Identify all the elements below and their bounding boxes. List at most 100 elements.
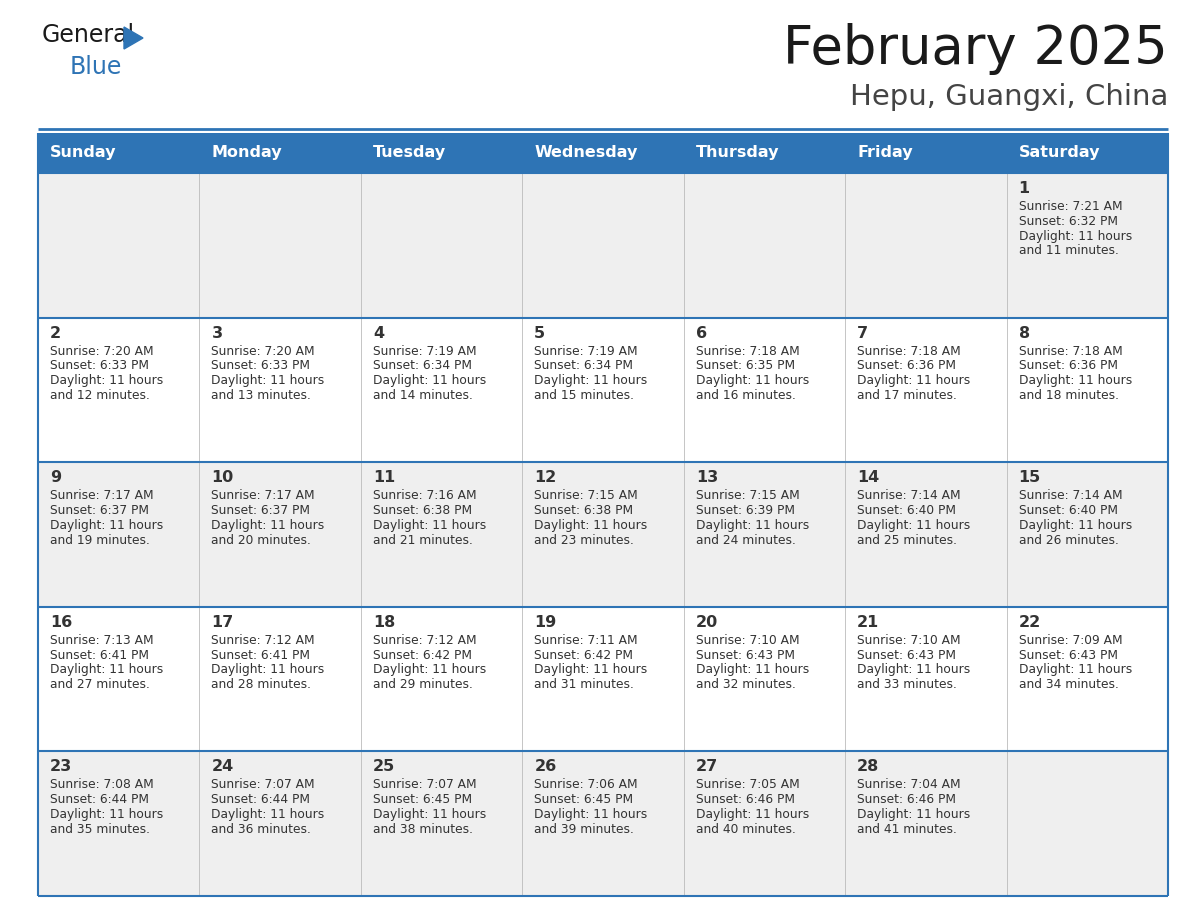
Text: 6: 6 — [696, 326, 707, 341]
Text: Sunrise: 7:07 AM: Sunrise: 7:07 AM — [211, 778, 315, 791]
Text: Daylight: 11 hours: Daylight: 11 hours — [373, 375, 486, 387]
Polygon shape — [124, 27, 143, 49]
Text: Sunset: 6:41 PM: Sunset: 6:41 PM — [211, 649, 310, 662]
Text: and 18 minutes.: and 18 minutes. — [1018, 389, 1119, 402]
Text: Sunset: 6:44 PM: Sunset: 6:44 PM — [211, 793, 310, 806]
Text: 22: 22 — [1018, 615, 1041, 630]
Bar — [38, 462, 1168, 607]
Text: Sunset: 6:46 PM: Sunset: 6:46 PM — [696, 793, 795, 806]
Text: 14: 14 — [858, 470, 879, 486]
Text: 1: 1 — [1018, 181, 1030, 196]
Text: 18: 18 — [373, 615, 396, 630]
Text: Daylight: 11 hours: Daylight: 11 hours — [50, 519, 163, 532]
Text: Sunset: 6:39 PM: Sunset: 6:39 PM — [696, 504, 795, 517]
Text: and 24 minutes.: and 24 minutes. — [696, 533, 796, 546]
Text: and 39 minutes.: and 39 minutes. — [535, 823, 634, 835]
Text: Daylight: 11 hours: Daylight: 11 hours — [858, 375, 971, 387]
Text: and 20 minutes.: and 20 minutes. — [211, 533, 311, 546]
Text: Sunrise: 7:07 AM: Sunrise: 7:07 AM — [373, 778, 476, 791]
Text: Daylight: 11 hours: Daylight: 11 hours — [535, 808, 647, 821]
Text: Daylight: 11 hours: Daylight: 11 hours — [1018, 230, 1132, 242]
Text: General: General — [42, 23, 135, 47]
Text: 27: 27 — [696, 759, 718, 775]
Text: Sunset: 6:33 PM: Sunset: 6:33 PM — [211, 360, 310, 373]
Text: 25: 25 — [373, 759, 396, 775]
Text: Wednesday: Wednesday — [535, 145, 638, 161]
Text: 9: 9 — [50, 470, 61, 486]
Text: Sunrise: 7:15 AM: Sunrise: 7:15 AM — [696, 489, 800, 502]
Text: and 12 minutes.: and 12 minutes. — [50, 389, 150, 402]
Text: Sunset: 6:40 PM: Sunset: 6:40 PM — [1018, 504, 1118, 517]
Text: Sunset: 6:43 PM: Sunset: 6:43 PM — [1018, 649, 1118, 662]
Text: Daylight: 11 hours: Daylight: 11 hours — [373, 519, 486, 532]
Text: and 17 minutes.: and 17 minutes. — [858, 389, 958, 402]
Text: Sunrise: 7:09 AM: Sunrise: 7:09 AM — [1018, 633, 1123, 647]
Text: Daylight: 11 hours: Daylight: 11 hours — [696, 375, 809, 387]
Text: and 19 minutes.: and 19 minutes. — [50, 533, 150, 546]
Text: Daylight: 11 hours: Daylight: 11 hours — [535, 664, 647, 677]
Text: Sunset: 6:40 PM: Sunset: 6:40 PM — [858, 504, 956, 517]
Bar — [38, 173, 1168, 318]
Text: Sunset: 6:43 PM: Sunset: 6:43 PM — [858, 649, 956, 662]
Text: Sunrise: 7:12 AM: Sunrise: 7:12 AM — [373, 633, 476, 647]
Text: Sunset: 6:38 PM: Sunset: 6:38 PM — [373, 504, 472, 517]
Text: and 38 minutes.: and 38 minutes. — [373, 823, 473, 835]
Text: Sunrise: 7:12 AM: Sunrise: 7:12 AM — [211, 633, 315, 647]
Text: and 25 minutes.: and 25 minutes. — [858, 533, 958, 546]
Text: Sunrise: 7:05 AM: Sunrise: 7:05 AM — [696, 778, 800, 791]
Text: Daylight: 11 hours: Daylight: 11 hours — [50, 375, 163, 387]
Text: Sunrise: 7:19 AM: Sunrise: 7:19 AM — [373, 344, 476, 358]
Bar — [200, 133, 361, 173]
Text: 11: 11 — [373, 470, 396, 486]
Text: Sunset: 6:36 PM: Sunset: 6:36 PM — [1018, 360, 1118, 373]
Text: Thursday: Thursday — [696, 145, 779, 161]
Text: Daylight: 11 hours: Daylight: 11 hours — [373, 808, 486, 821]
Text: Sunset: 6:35 PM: Sunset: 6:35 PM — [696, 360, 795, 373]
Text: Sunrise: 7:18 AM: Sunrise: 7:18 AM — [858, 344, 961, 358]
Text: Sunset: 6:37 PM: Sunset: 6:37 PM — [211, 504, 310, 517]
Text: 12: 12 — [535, 470, 556, 486]
Bar — [38, 607, 1168, 752]
Text: and 26 minutes.: and 26 minutes. — [1018, 533, 1118, 546]
Text: Daylight: 11 hours: Daylight: 11 hours — [211, 519, 324, 532]
Text: Sunrise: 7:21 AM: Sunrise: 7:21 AM — [1018, 200, 1123, 213]
Text: Daylight: 11 hours: Daylight: 11 hours — [535, 375, 647, 387]
Text: and 27 minutes.: and 27 minutes. — [50, 678, 150, 691]
Text: 3: 3 — [211, 326, 222, 341]
Text: Sunrise: 7:20 AM: Sunrise: 7:20 AM — [211, 344, 315, 358]
Text: Sunrise: 7:13 AM: Sunrise: 7:13 AM — [50, 633, 153, 647]
Text: Daylight: 11 hours: Daylight: 11 hours — [696, 664, 809, 677]
Text: and 41 minutes.: and 41 minutes. — [858, 823, 958, 835]
Text: Sunrise: 7:08 AM: Sunrise: 7:08 AM — [50, 778, 153, 791]
Text: Sunrise: 7:14 AM: Sunrise: 7:14 AM — [1018, 489, 1123, 502]
Text: Sunset: 6:38 PM: Sunset: 6:38 PM — [535, 504, 633, 517]
Text: Sunset: 6:46 PM: Sunset: 6:46 PM — [858, 793, 956, 806]
Text: and 13 minutes.: and 13 minutes. — [211, 389, 311, 402]
Text: Daylight: 11 hours: Daylight: 11 hours — [50, 808, 163, 821]
Text: Sunrise: 7:19 AM: Sunrise: 7:19 AM — [535, 344, 638, 358]
Text: 21: 21 — [858, 615, 879, 630]
Text: 15: 15 — [1018, 470, 1041, 486]
Text: and 40 minutes.: and 40 minutes. — [696, 823, 796, 835]
Bar — [361, 133, 523, 173]
Text: and 28 minutes.: and 28 minutes. — [211, 678, 311, 691]
Text: Sunset: 6:42 PM: Sunset: 6:42 PM — [535, 649, 633, 662]
Text: Sunrise: 7:18 AM: Sunrise: 7:18 AM — [1018, 344, 1123, 358]
Text: and 35 minutes.: and 35 minutes. — [50, 823, 150, 835]
Text: Tuesday: Tuesday — [373, 145, 446, 161]
Bar — [38, 752, 1168, 896]
Text: and 23 minutes.: and 23 minutes. — [535, 533, 634, 546]
Text: Sunset: 6:34 PM: Sunset: 6:34 PM — [535, 360, 633, 373]
Text: Sunset: 6:37 PM: Sunset: 6:37 PM — [50, 504, 148, 517]
Text: Blue: Blue — [70, 55, 122, 79]
Text: Sunrise: 7:20 AM: Sunrise: 7:20 AM — [50, 344, 153, 358]
Text: Daylight: 11 hours: Daylight: 11 hours — [696, 808, 809, 821]
Text: 5: 5 — [535, 326, 545, 341]
Text: Daylight: 11 hours: Daylight: 11 hours — [858, 664, 971, 677]
Text: Sunrise: 7:15 AM: Sunrise: 7:15 AM — [535, 489, 638, 502]
Text: 4: 4 — [373, 326, 384, 341]
Text: 10: 10 — [211, 470, 234, 486]
Text: 26: 26 — [535, 759, 556, 775]
Text: Sunrise: 7:16 AM: Sunrise: 7:16 AM — [373, 489, 476, 502]
Bar — [684, 133, 845, 173]
